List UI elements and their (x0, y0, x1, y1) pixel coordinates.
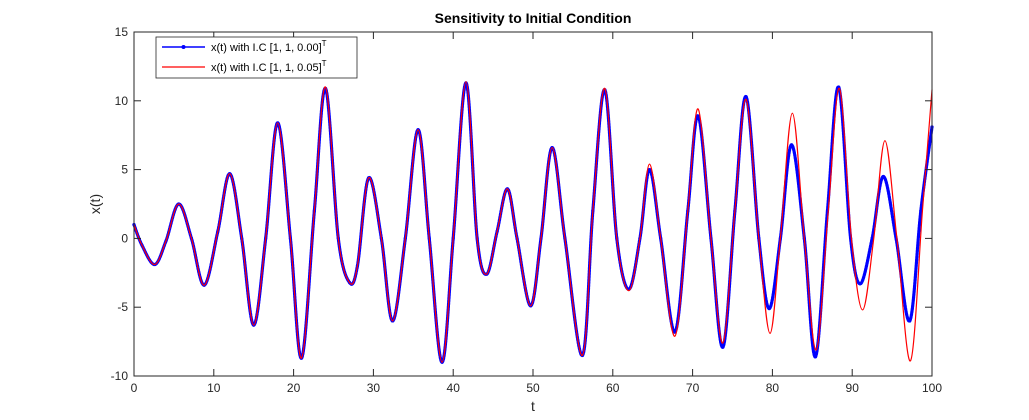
x-tick-label: 40 (447, 381, 461, 395)
series-point-1 (696, 114, 700, 118)
chart-title: Sensitivity to Initial Condition (435, 10, 632, 26)
y-tick-label: 15 (115, 25, 129, 39)
x-axis-label: t (531, 398, 535, 414)
legend-label-series-2-text: x(t) with I.C [1, 1, 0.05] (211, 62, 322, 74)
legend-marker-series-1 (181, 45, 186, 49)
series-point-1 (858, 282, 862, 286)
legend-box (155, 36, 358, 79)
y-axis-label: x(t) (87, 194, 103, 214)
y-tick-label: -5 (117, 300, 128, 314)
x-tick-label: 10 (207, 381, 221, 395)
x-tick-label: 0 (131, 381, 138, 395)
series-point-1 (919, 209, 923, 213)
legend-label-series-2-superscript: T (322, 59, 327, 68)
y-tick-label: -10 (111, 369, 129, 383)
x-tick-label: 30 (367, 381, 381, 395)
series-point-1 (767, 306, 771, 311)
series-point-1 (908, 319, 912, 323)
x-tick-label: 60 (606, 381, 620, 395)
y-tick-label: 5 (121, 163, 128, 177)
x-tick-label: 100 (922, 381, 942, 395)
legend-label-series-2: x(t) with I.C [1, 1, 0.05]T (211, 59, 327, 74)
y-tick-label: 10 (115, 94, 129, 108)
series-point-1 (789, 143, 794, 147)
x-tick-label: 20 (287, 381, 301, 395)
x-tick-label: 90 (846, 381, 860, 395)
x-tick-label: 70 (686, 381, 700, 395)
series-point-1 (870, 236, 874, 240)
legend: x(t) with I.C [1, 1, 0.00]T x(t) with I.… (155, 36, 358, 79)
plot-area (134, 32, 932, 376)
ticks-layer: 0 10 20 30 40 50 60 70 80 90 100 -10 -5 0 5 10 15 (111, 25, 943, 395)
x-tick-label: 50 (526, 381, 540, 395)
y-tick-label: 0 (121, 231, 128, 245)
series-point-1 (813, 355, 818, 359)
series-point-1 (721, 345, 725, 349)
series-point-1 (647, 168, 652, 172)
series-layer (132, 80, 934, 364)
x-tick-label: 80 (766, 381, 780, 395)
legend-label-series-1: x(t) with I.C [1, 1, 0.00]T (211, 39, 327, 54)
series-point-1 (744, 95, 748, 99)
legend-label-series-1-text: x(t) with I.C [1, 1, 0.00] (211, 42, 322, 54)
series-line-2 (133, 80, 933, 363)
series-point-1 (881, 174, 885, 179)
legend-label-series-1-superscript: T (322, 39, 327, 48)
